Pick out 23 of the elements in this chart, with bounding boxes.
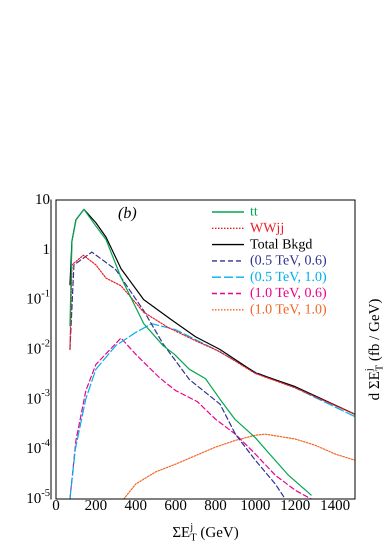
legend-label: Total Bkgd <box>250 237 312 252</box>
y-tick-label: 1 <box>42 242 50 258</box>
x-tick-label: 1400 <box>320 498 350 514</box>
x-tick-label: 800 <box>204 498 227 514</box>
legend-label: (0.5 TeV, 1.0) <box>250 270 328 285</box>
x-tick-label: 1000 <box>240 498 270 514</box>
line-series <box>69 323 355 499</box>
legend-label: tt <box>250 204 258 220</box>
legend-label: WWjj <box>250 220 284 236</box>
x-tick-label: 200 <box>84 498 108 514</box>
legend-label: (0.5 TeV, 0.6) <box>250 254 328 269</box>
line-series <box>123 434 355 499</box>
legend-label: (1.0 TeV, 0.6) <box>250 286 328 302</box>
line-series <box>69 254 355 415</box>
y-axis-title: d ΣEjT (fb / GeV) <box>364 298 385 400</box>
x-tick-label: 0 <box>52 498 60 514</box>
legend-label: (1.0 TeV, 1.0) <box>250 302 328 318</box>
x-tick-label: 600 <box>164 498 187 514</box>
x-tick-label: 400 <box>124 498 147 514</box>
y-tick-label: 10 <box>35 192 50 208</box>
x-tick-label: 1200 <box>280 498 310 514</box>
annotation: (b) <box>118 205 137 222</box>
line-series <box>69 337 312 499</box>
